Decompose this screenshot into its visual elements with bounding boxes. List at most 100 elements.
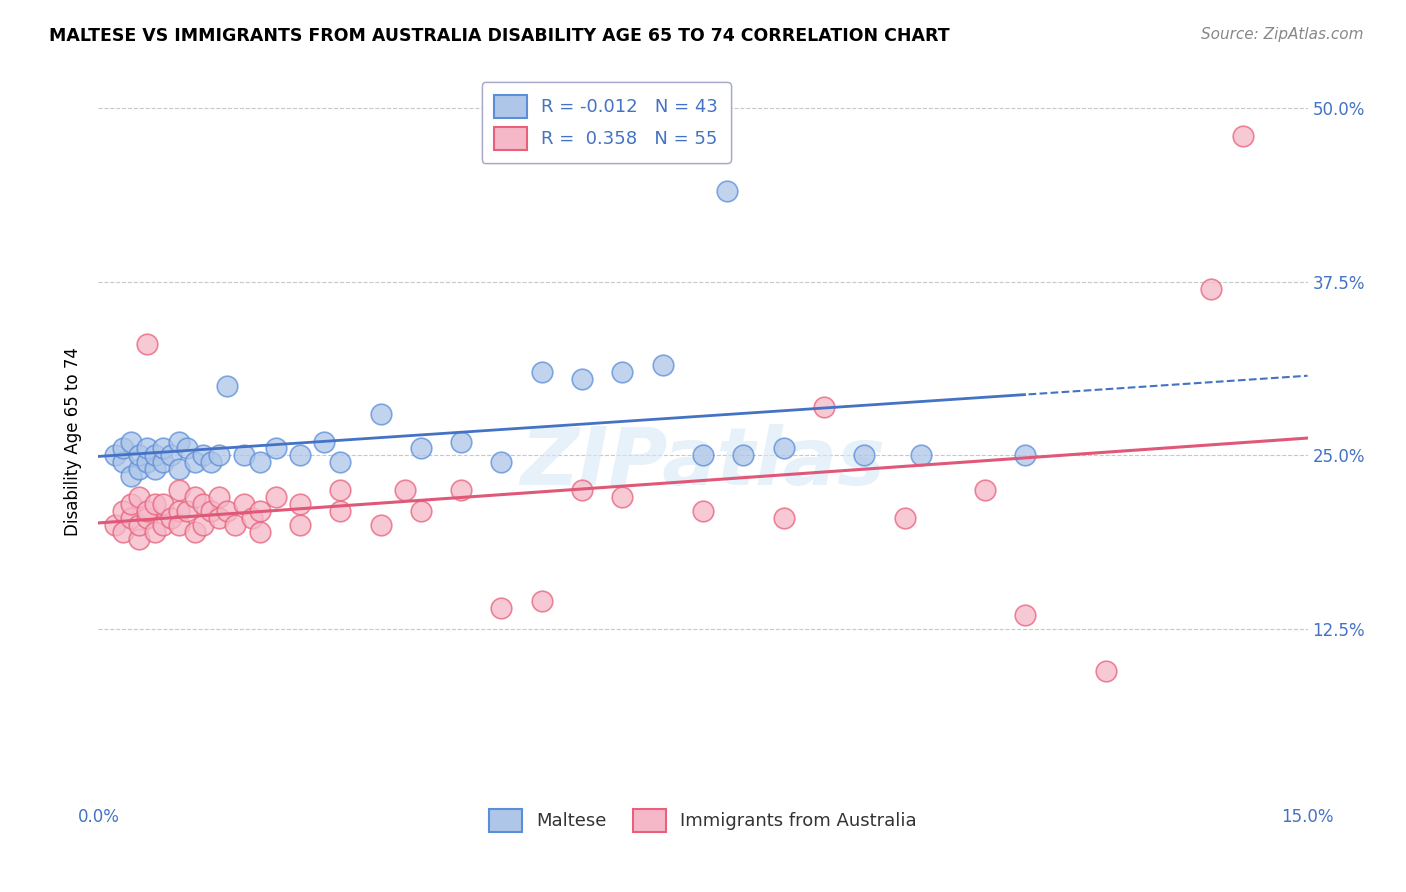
Point <box>128 490 150 504</box>
Point <box>450 434 472 449</box>
Point <box>1199 282 1222 296</box>
Point <box>1095 664 1118 678</box>
Point <box>200 504 222 518</box>
Point <box>152 517 174 532</box>
Point <box>111 524 134 539</box>
Point <box>167 483 190 498</box>
Point <box>120 469 142 483</box>
Point <box>249 504 271 518</box>
Point <box>184 524 207 539</box>
Point <box>240 511 263 525</box>
Point <box>176 504 198 518</box>
Point <box>184 455 207 469</box>
Point <box>232 449 254 463</box>
Point <box>772 442 794 456</box>
Point <box>692 504 714 518</box>
Point <box>193 449 215 463</box>
Point <box>974 483 997 498</box>
Point <box>409 442 432 456</box>
Point <box>370 407 392 421</box>
Point <box>208 449 231 463</box>
Point <box>200 455 222 469</box>
Text: MALTESE VS IMMIGRANTS FROM AUSTRALIA DISABILITY AGE 65 TO 74 CORRELATION CHART: MALTESE VS IMMIGRANTS FROM AUSTRALIA DIS… <box>49 27 950 45</box>
Point <box>853 449 876 463</box>
Point <box>120 497 142 511</box>
Point <box>329 455 352 469</box>
Point <box>128 449 150 463</box>
Point <box>128 462 150 476</box>
Point <box>111 442 134 456</box>
Point <box>143 449 166 463</box>
Point <box>491 455 513 469</box>
Point <box>160 449 183 463</box>
Point <box>249 524 271 539</box>
Point <box>135 504 157 518</box>
Point <box>612 365 634 379</box>
Point <box>450 483 472 498</box>
Point <box>491 601 513 615</box>
Point <box>152 442 174 456</box>
Point <box>893 511 915 525</box>
Point <box>103 449 125 463</box>
Point <box>193 497 215 511</box>
Point <box>160 511 183 525</box>
Text: Source: ZipAtlas.com: Source: ZipAtlas.com <box>1201 27 1364 42</box>
Point <box>370 517 392 532</box>
Point <box>184 490 207 504</box>
Point <box>128 517 150 532</box>
Point <box>193 517 215 532</box>
Point <box>329 483 352 498</box>
Point <box>232 497 254 511</box>
Point <box>120 511 142 525</box>
Point <box>716 185 738 199</box>
Point <box>111 504 134 518</box>
Point <box>1232 128 1254 143</box>
Point <box>612 490 634 504</box>
Point <box>651 358 673 372</box>
Point <box>152 497 174 511</box>
Point <box>224 517 246 532</box>
Point <box>530 594 553 608</box>
Point <box>135 337 157 351</box>
Point <box>1014 449 1036 463</box>
Point <box>167 504 190 518</box>
Point <box>813 400 835 414</box>
Point <box>409 504 432 518</box>
Point <box>217 504 239 518</box>
Text: ZIPatlas: ZIPatlas <box>520 425 886 502</box>
Point <box>143 462 166 476</box>
Legend: Maltese, Immigrants from Australia: Maltese, Immigrants from Australia <box>477 796 929 845</box>
Point <box>329 504 352 518</box>
Point <box>167 434 190 449</box>
Point <box>208 511 231 525</box>
Point <box>111 455 134 469</box>
Point <box>128 532 150 546</box>
Point <box>135 511 157 525</box>
Point <box>772 511 794 525</box>
Point <box>167 462 190 476</box>
Point <box>692 449 714 463</box>
Point <box>176 442 198 456</box>
Y-axis label: Disability Age 65 to 74: Disability Age 65 to 74 <box>65 347 83 536</box>
Point <box>394 483 416 498</box>
Point <box>143 497 166 511</box>
Point <box>1014 608 1036 623</box>
Point <box>135 455 157 469</box>
Point <box>208 490 231 504</box>
Point <box>530 365 553 379</box>
Point <box>249 455 271 469</box>
Point <box>571 483 593 498</box>
Point <box>288 497 311 511</box>
Point <box>135 442 157 456</box>
Point <box>314 434 336 449</box>
Point <box>288 517 311 532</box>
Point <box>152 455 174 469</box>
Point <box>910 449 932 463</box>
Point <box>143 524 166 539</box>
Point <box>217 379 239 393</box>
Point <box>103 517 125 532</box>
Point <box>120 434 142 449</box>
Point <box>288 449 311 463</box>
Point <box>264 442 287 456</box>
Point <box>571 372 593 386</box>
